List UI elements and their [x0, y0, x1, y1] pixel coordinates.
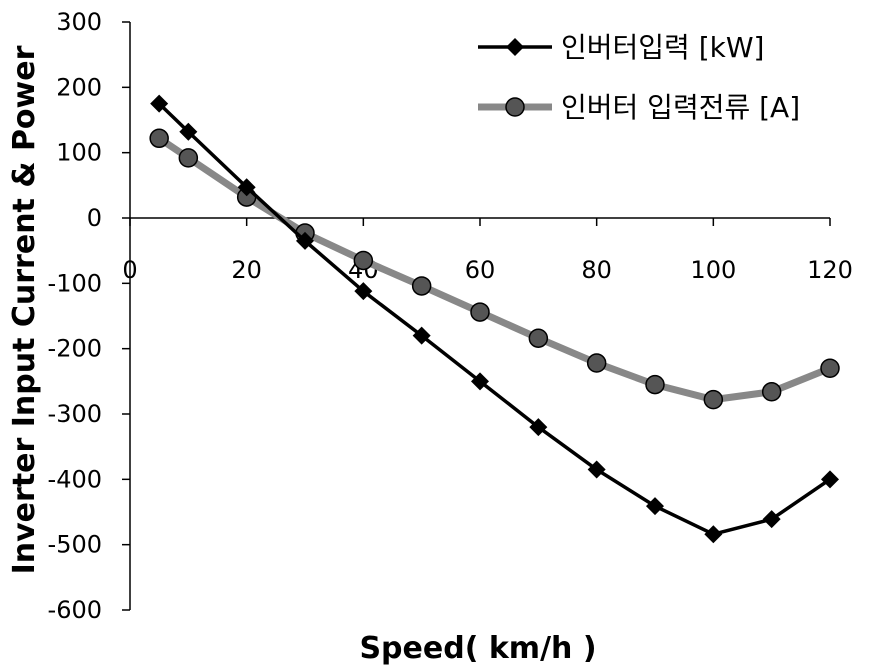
- y-tick-label: -100: [48, 269, 102, 297]
- data-point: [179, 122, 198, 141]
- y-tick-label: -500: [48, 531, 102, 559]
- data-point: [353, 250, 374, 271]
- x-tick-label: 80: [581, 256, 612, 284]
- data-point: [646, 497, 664, 516]
- data-point: [471, 372, 489, 391]
- legend-item-2: 인버터 입력전류 [A]: [478, 91, 800, 124]
- x-tick-label: 100: [690, 256, 736, 284]
- data-point: [470, 302, 490, 322]
- series-1: [150, 94, 839, 544]
- x-tick-label: 0: [122, 256, 137, 284]
- y-tick-label: 300: [56, 8, 102, 36]
- data-point: [296, 231, 314, 250]
- legend-label: 인버터입력 [kW]: [561, 31, 764, 64]
- data-point: [761, 382, 782, 402]
- data-point: [821, 470, 839, 489]
- data-point: [354, 282, 373, 301]
- data-point: [178, 148, 199, 168]
- legend-label: 인버터 입력전류 [A]: [561, 91, 800, 124]
- data-point: [587, 460, 606, 479]
- series-2: [149, 128, 840, 410]
- data-point: [237, 178, 256, 197]
- data-point: [586, 353, 607, 373]
- legend-marker: [505, 97, 525, 117]
- data-point: [529, 418, 548, 437]
- legend-item-1: 인버터입력 [kW]: [478, 31, 764, 64]
- data-point: [149, 128, 169, 149]
- data-point: [645, 374, 665, 395]
- data-point: [412, 326, 431, 345]
- x-axis-title: Speed( km/h ): [359, 631, 596, 666]
- y-tick-label: 0: [87, 204, 102, 232]
- y-axis: 300 200 100 0 -100 -200 -300 -400 -500 -600: [48, 8, 131, 624]
- y-axis-title: Inverter Input Current & Power: [7, 45, 42, 574]
- y-tick-label: -400: [48, 465, 102, 493]
- data-point: [820, 358, 840, 379]
- y-tick-label: 200: [56, 73, 102, 101]
- y-tick-label: 100: [56, 139, 102, 167]
- x-tick-label: 120: [807, 256, 853, 284]
- data-point: [704, 525, 723, 544]
- data-point: [528, 328, 549, 348]
- x-axis: 020406080100120: [122, 217, 853, 284]
- data-point: [703, 389, 724, 410]
- y-tick-label: -300: [48, 400, 102, 428]
- x-tick-label: 20: [231, 256, 262, 284]
- data-point: [411, 276, 432, 296]
- series-layer: [149, 94, 840, 544]
- legend: 인버터입력 [kW] 인버터 입력전류 [A]: [478, 31, 800, 124]
- y-tick-label: -200: [48, 335, 102, 363]
- data-point: [150, 94, 169, 113]
- data-point: [762, 510, 781, 529]
- legend-marker: [506, 38, 524, 56]
- y-tick-label: -600: [48, 596, 102, 624]
- x-tick-label: 60: [465, 256, 496, 284]
